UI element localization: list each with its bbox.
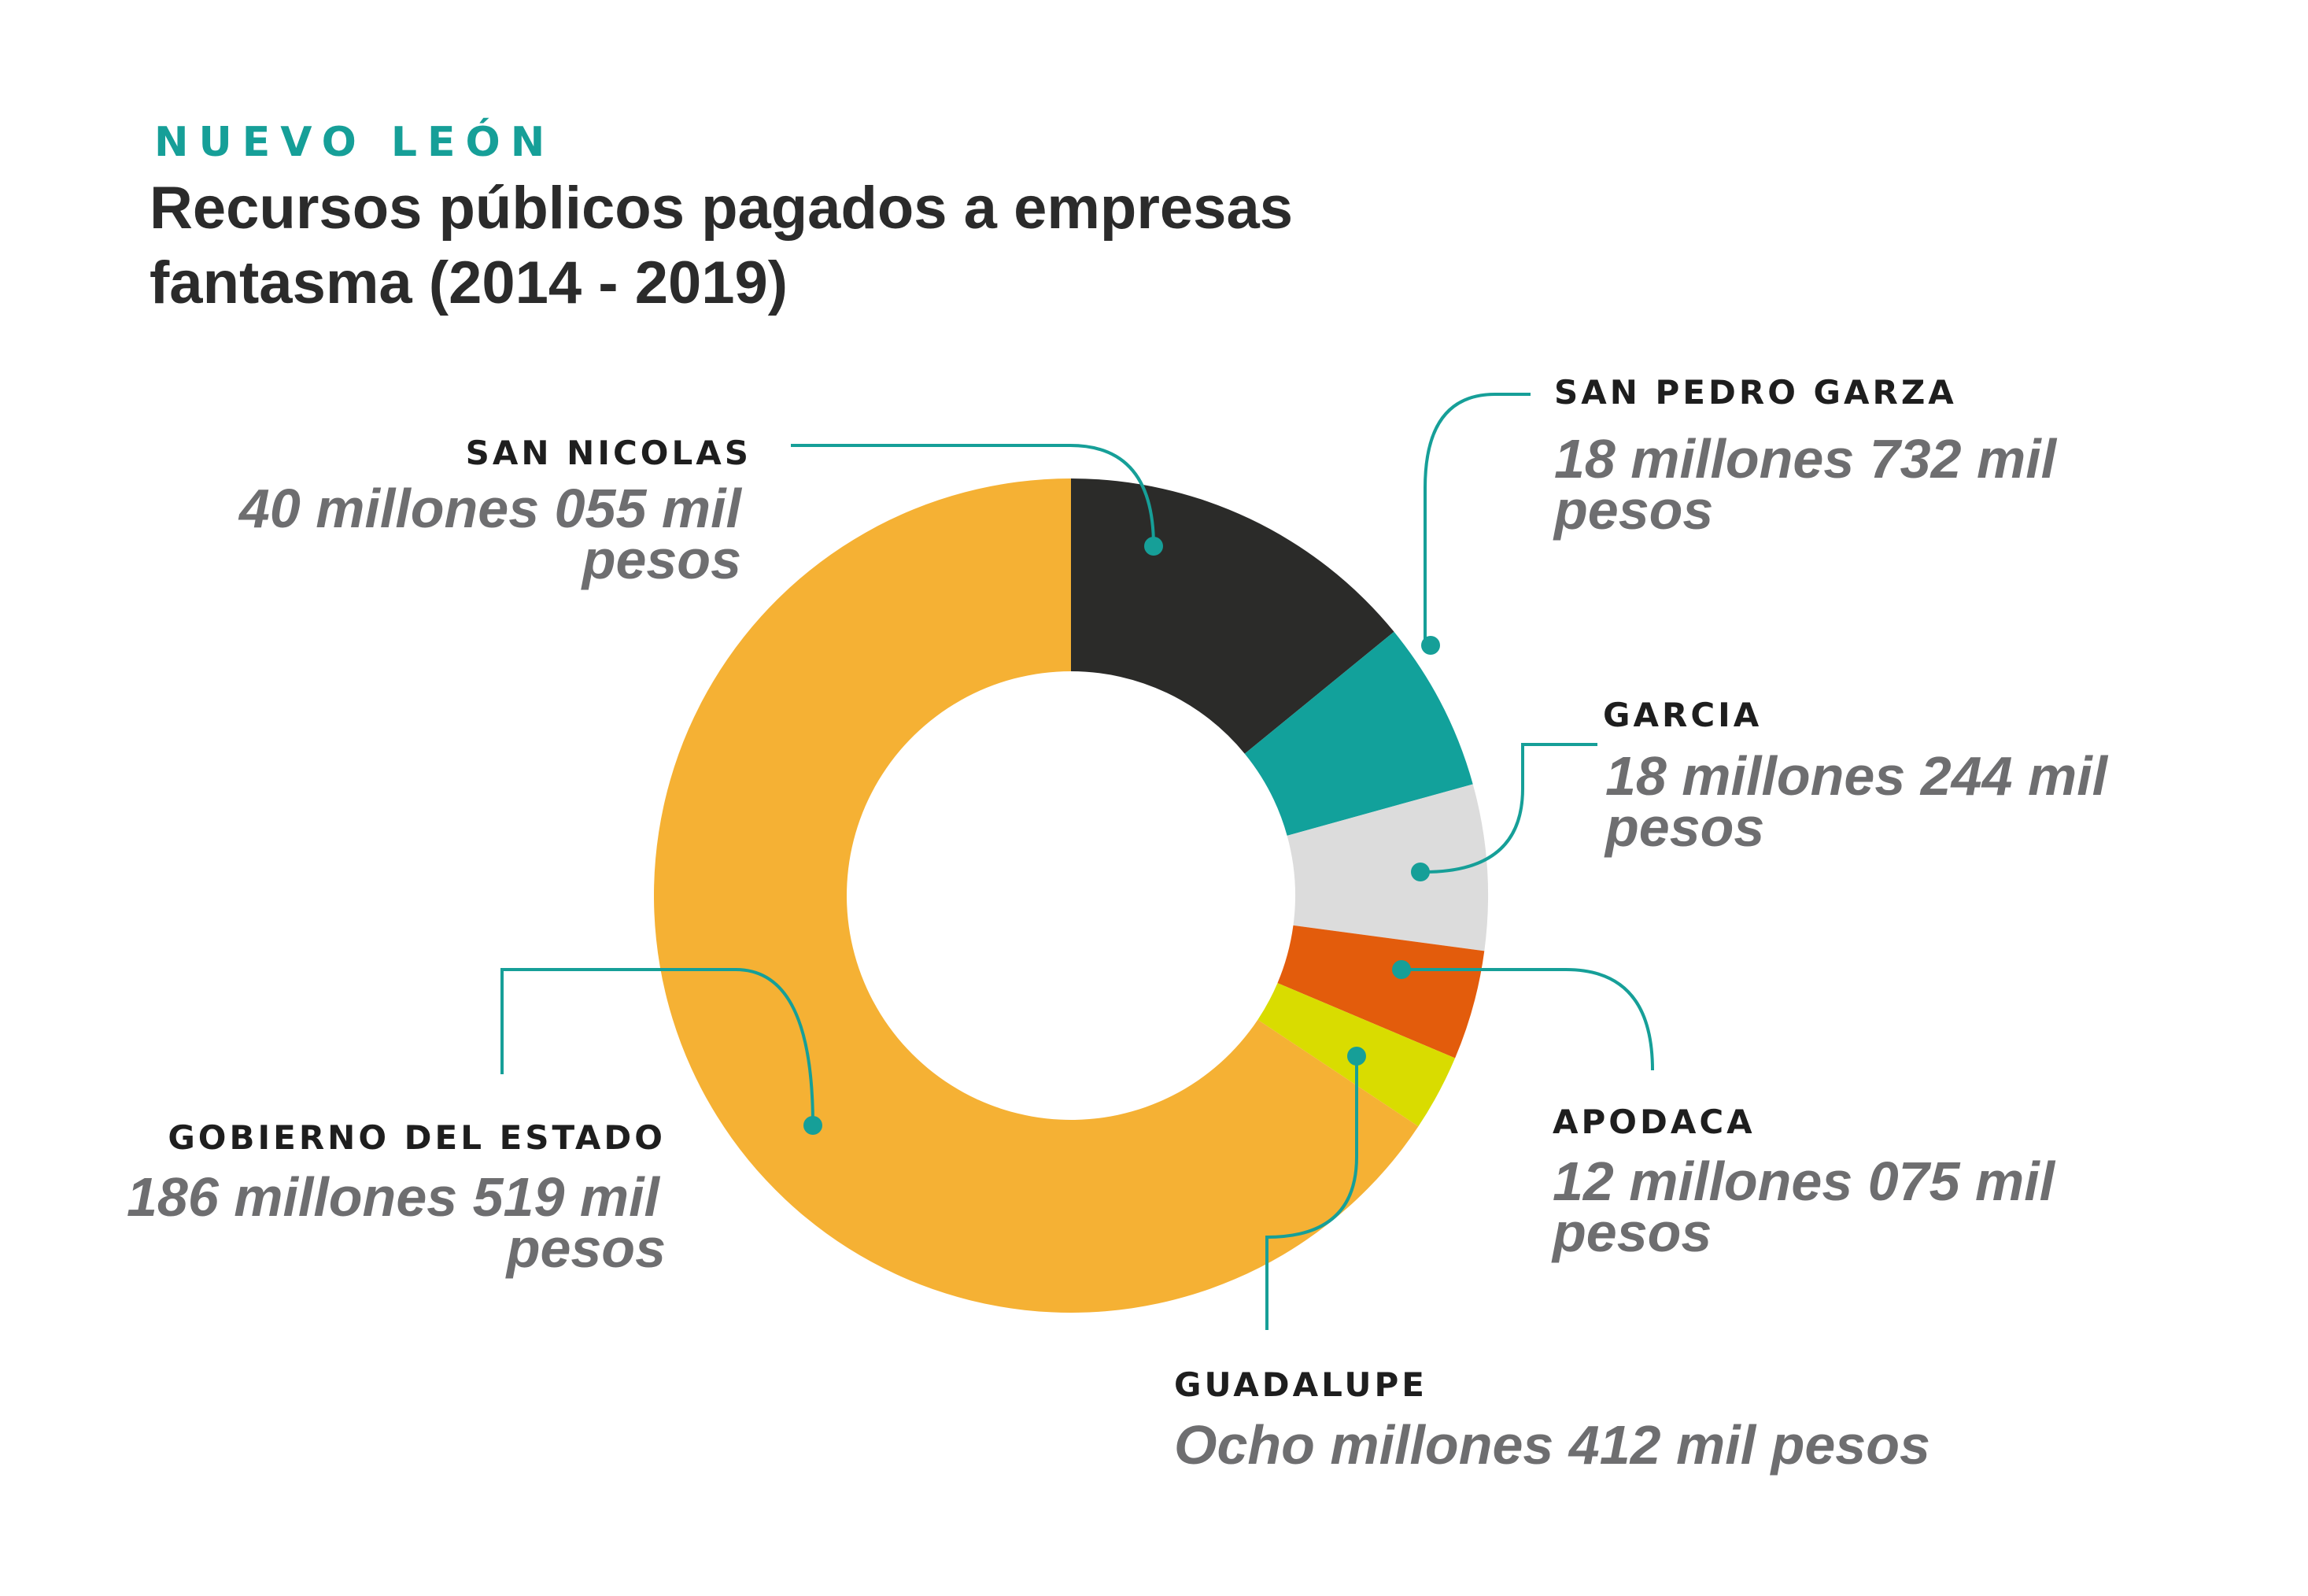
slice-gobierno-del-estado [654, 478, 1419, 1313]
leader-line-san-nicolas [791, 444, 1155, 547]
chart-header: NUEVO LEÓN Recursos públicos pagados a e… [150, 117, 1293, 316]
value-apodaca-line-2: pesos [1551, 1202, 1712, 1263]
leader-dot-apodaca [1392, 960, 1411, 979]
callout-guadalupe: GUADALUPE Ocho millones 412 mil pesos [1174, 1365, 1930, 1476]
label-san-nicolas: SAN NICOLAS [466, 434, 751, 472]
leader-dot-san-pedro-garza [1421, 636, 1440, 655]
leader-line-san-pedro-garza [1424, 393, 1531, 645]
donut-slices [654, 478, 1489, 1313]
value-garcia-line-2: pesos [1604, 796, 1764, 858]
leader-dot-gobierno-del-estado [803, 1116, 822, 1135]
value-san-pedro-garza-line-2: pesos [1553, 479, 1713, 541]
label-garcia: GARCIA [1603, 696, 1762, 734]
callout-leaders [500, 393, 1654, 1330]
leader-line-apodaca [1401, 968, 1654, 1071]
value-gobierno-del-estado-line-2: pesos [505, 1217, 666, 1279]
label-guadalupe: GUADALUPE [1174, 1365, 1427, 1404]
callout-gobierno-del-estado: GOBIERNO DEL ESTADO 186 millones 519 mil… [127, 1118, 666, 1279]
leader-line-guadalupe [1265, 1056, 1358, 1330]
value-san-nicolas-line-1: 40 millones 055 mil [238, 478, 743, 539]
callout-san-nicolas: SAN NICOLAS 40 millones 055 mil pesos [238, 434, 751, 590]
callout-garcia: GARCIA 18 millones 244 mil pesos [1603, 696, 2109, 858]
slice-garcia [1287, 784, 1489, 951]
label-gobierno-del-estado: GOBIERNO DEL ESTADO [168, 1118, 666, 1157]
callout-apodaca: APODACA 12 millones 075 mil pesos [1551, 1103, 2056, 1263]
value-apodaca-line-1: 12 millones 075 mil [1553, 1151, 2056, 1212]
leader-dot-guadalupe [1347, 1047, 1366, 1066]
leader-line-garcia [1424, 743, 1597, 874]
value-gobierno-del-estado-line-1: 186 millones 519 mil [127, 1166, 661, 1228]
slice-san-pedro-garza [1244, 631, 1473, 836]
leader-line-gobierno-del-estado [500, 968, 814, 1126]
leader-dot-san-nicolas [1144, 537, 1163, 556]
value-guadalupe-line-1: Ocho millones 412 mil pesos [1174, 1414, 1930, 1476]
callout-san-pedro-garza: SAN PEDRO GARZA 18 millones 732 mil peso… [1553, 373, 2058, 541]
value-san-nicolas-line-2: pesos [581, 529, 741, 590]
label-apodaca: APODACA [1553, 1103, 1756, 1141]
leader-dot-garcia [1411, 863, 1430, 881]
chart-kicker: NUEVO LEÓN [154, 117, 555, 166]
chart-title-line-1: Recursos públicos pagados a empresas [150, 175, 1293, 242]
label-san-pedro-garza: SAN PEDRO GARZA [1554, 373, 1957, 412]
value-san-pedro-garza-line-1: 18 millones 732 mil [1554, 428, 2058, 490]
value-garcia-line-1: 18 millones 244 mil [1605, 745, 2109, 807]
chart-title-line-2: fantasma (2014 - 2019) [150, 249, 788, 316]
slice-apodaca [1277, 925, 1485, 1058]
